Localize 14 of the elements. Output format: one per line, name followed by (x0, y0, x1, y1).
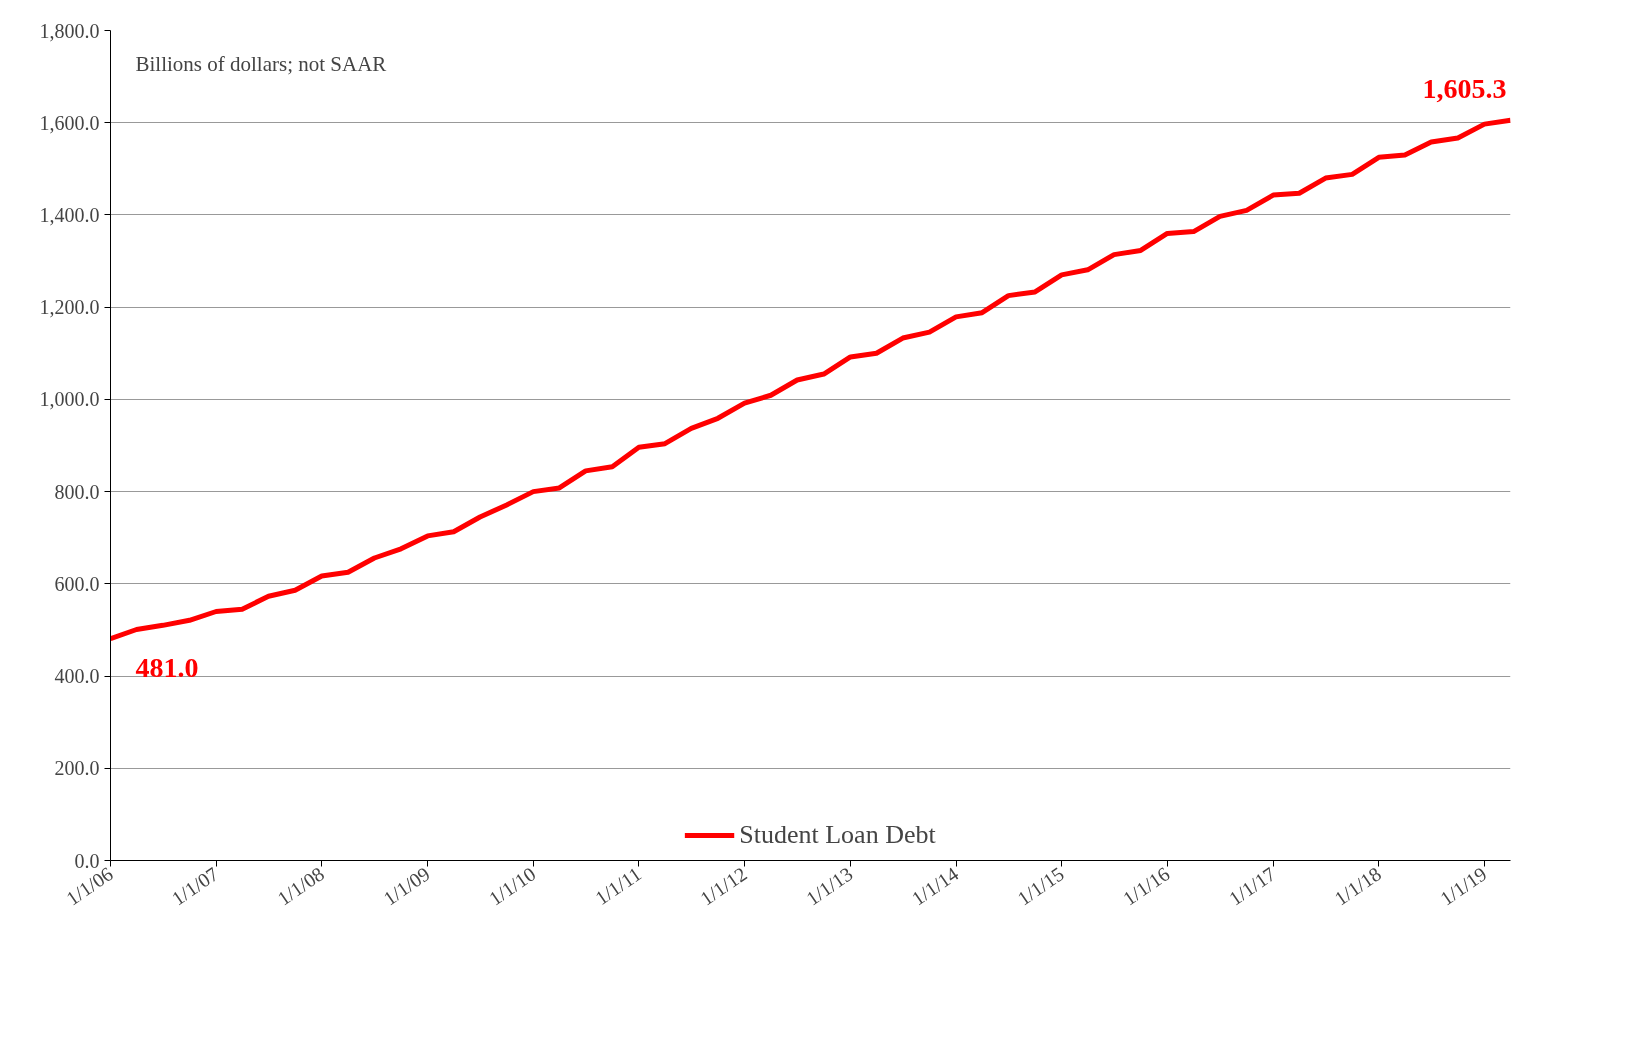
y-tick-label: 1,000.0 (39, 388, 100, 411)
annotation: Billions of dollars; not SAAR (135, 51, 387, 76)
y-tick-label: 1,200.0 (39, 296, 100, 319)
legend-label: Student Loan Debt (739, 820, 936, 850)
annotation: 1,605.3 (1422, 73, 1507, 105)
y-tick-label: 0.0 (74, 849, 100, 872)
y-tick-label: 1,400.0 (39, 203, 100, 226)
y-tick-label: 1,600.0 (39, 111, 100, 134)
y-tick-label: 400.0 (54, 665, 100, 688)
y-tick-label: 1,800.0 (39, 19, 100, 42)
y-tick-label: 600.0 (54, 572, 100, 595)
y-tick-label: 200.0 (54, 757, 100, 780)
annotation: 481.0 (135, 651, 199, 683)
y-tick-label: 800.0 (54, 480, 100, 503)
